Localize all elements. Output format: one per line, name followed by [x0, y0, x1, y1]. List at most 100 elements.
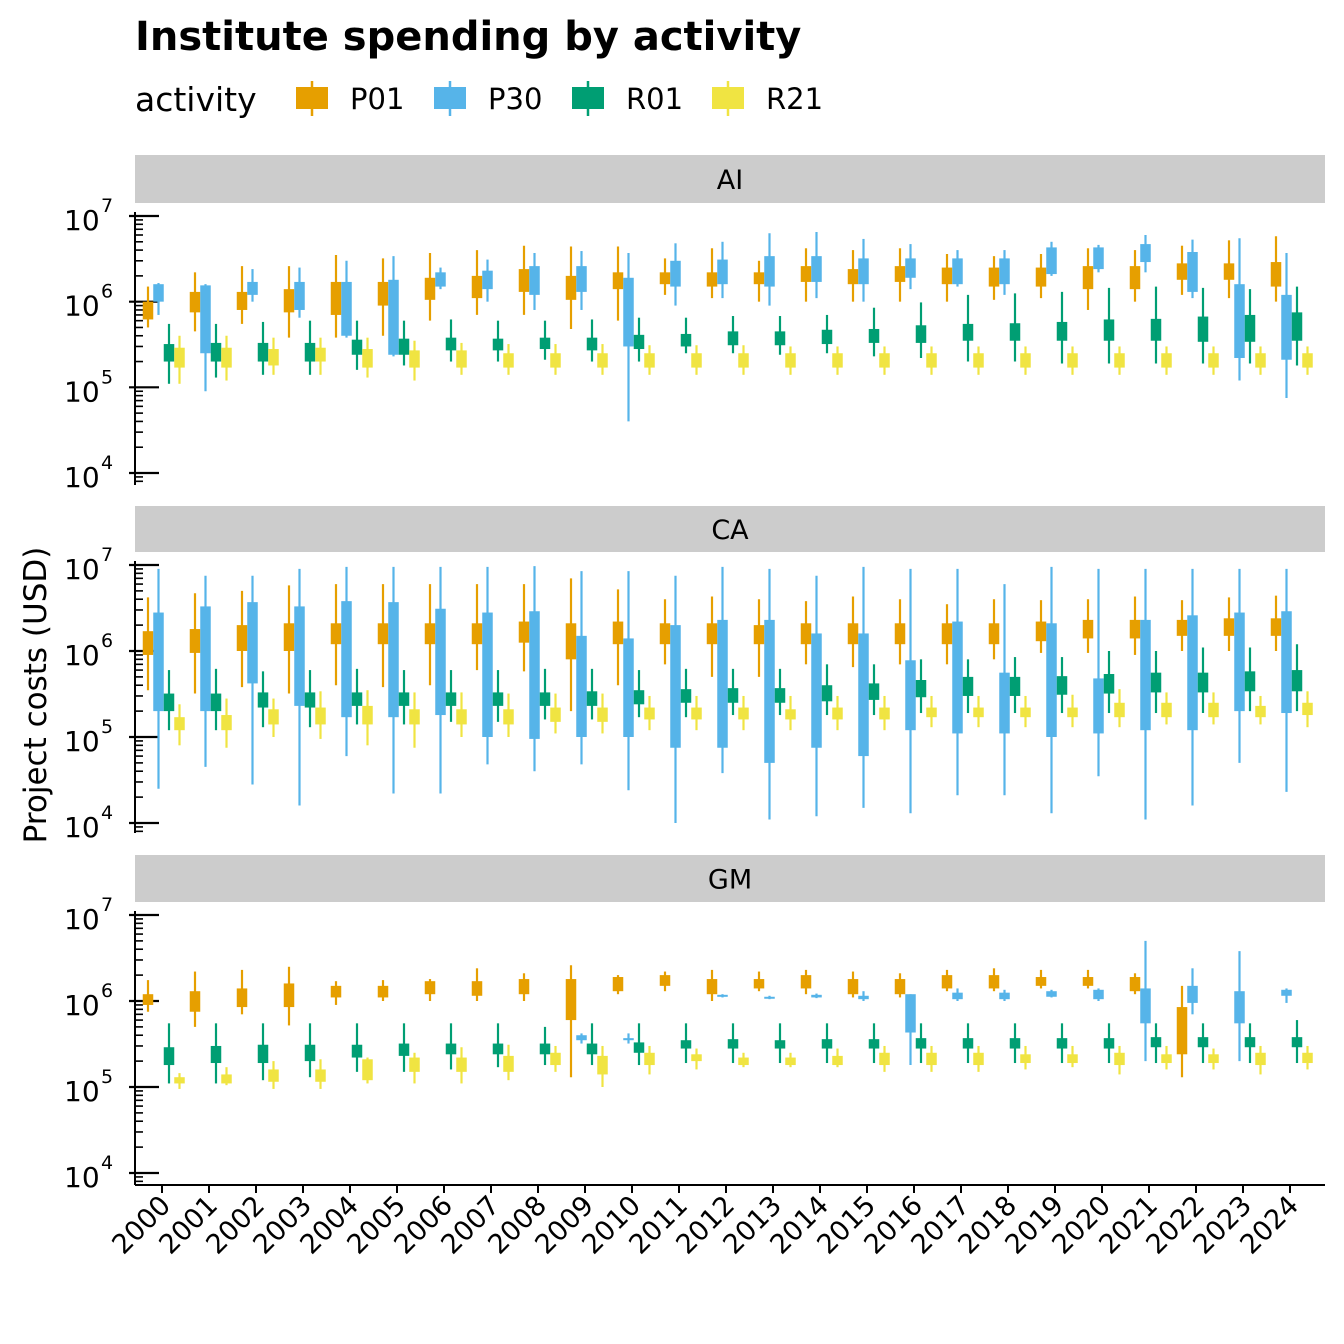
box-iqr — [351, 339, 363, 355]
box-iqr — [1302, 353, 1313, 368]
box-iqr — [727, 1039, 739, 1049]
box-iqr — [1046, 623, 1057, 737]
box-iqr — [492, 338, 504, 351]
box-iqr — [398, 692, 410, 706]
box-iqr — [247, 281, 258, 295]
box-iqr — [1009, 323, 1021, 341]
y-tick-label-exponent: 6 — [101, 980, 113, 1002]
box-iqr — [142, 994, 154, 1005]
box-iqr — [952, 258, 963, 285]
box-iqr — [1281, 989, 1292, 996]
box-iqr — [1056, 676, 1068, 695]
box-iqr — [905, 258, 916, 278]
y-tick-label: 10 — [64, 639, 100, 672]
box-iqr — [529, 266, 540, 295]
box-iqr — [926, 707, 937, 718]
box-iqr — [1244, 671, 1256, 692]
box-iqr — [1281, 294, 1292, 360]
y-tick-label: 10 — [64, 811, 100, 844]
box-iqr — [753, 625, 765, 645]
box-iqr — [894, 623, 906, 645]
box-iqr — [1035, 977, 1047, 986]
box-iqr — [1223, 263, 1235, 280]
box-iqr — [221, 1074, 232, 1084]
box-iqr — [1291, 670, 1303, 692]
legend-label: R21 — [766, 82, 823, 116]
box-iqr — [576, 635, 587, 737]
box-iqr — [847, 979, 859, 995]
box-iqr — [738, 1057, 749, 1066]
y-tick-label: 10 — [64, 553, 100, 586]
box-iqr — [189, 291, 201, 313]
box-iqr — [174, 1077, 185, 1084]
box-iqr — [456, 709, 467, 725]
y-tick-label-exponent: 5 — [101, 366, 113, 388]
legend: activity P01 P30 R01 R21 — [135, 80, 823, 119]
box-iqr — [800, 266, 812, 282]
box-iqr — [706, 272, 718, 287]
box-iqr — [341, 601, 352, 718]
box-iqr — [1046, 991, 1057, 997]
box-iqr — [304, 692, 316, 708]
box-iqr — [717, 619, 728, 748]
box-iqr — [550, 353, 561, 368]
box-iqr — [1302, 1052, 1313, 1064]
box-iqr — [304, 342, 316, 362]
box-iqr — [800, 623, 812, 645]
box-iqr — [1140, 619, 1151, 731]
box-iqr — [962, 676, 974, 696]
box-iqr — [727, 688, 739, 703]
y-tick-label-exponent: 4 — [101, 802, 113, 824]
box-iqr — [962, 323, 974, 341]
box-iqr — [1197, 672, 1209, 693]
box-iqr — [236, 988, 248, 1008]
box-iqr — [435, 272, 446, 287]
box-iqr — [424, 277, 436, 300]
box-iqr — [1020, 353, 1031, 368]
box-iqr — [294, 281, 305, 310]
box-iqr — [941, 267, 953, 285]
box-iqr — [774, 331, 786, 346]
box-iqr — [1281, 611, 1292, 714]
chart-title: Institute spending by activity — [135, 14, 801, 60]
y-tick-label: 10 — [64, 1075, 100, 1108]
box-iqr — [785, 709, 796, 720]
box-iqr — [706, 979, 718, 995]
box-iqr — [1093, 247, 1104, 270]
y-tick-label-exponent: 7 — [101, 894, 113, 916]
box-iqr — [257, 692, 269, 708]
box-iqr — [1067, 353, 1078, 368]
box-iqr — [811, 256, 822, 282]
box-iqr — [247, 602, 258, 684]
box-iqr — [644, 1052, 655, 1066]
box-iqr — [1129, 977, 1141, 992]
box-iqr — [1187, 985, 1198, 1003]
y-tick-label-exponent: 7 — [101, 195, 113, 217]
box-iqr — [471, 981, 483, 996]
box-iqr — [445, 692, 457, 706]
x-axis: 2000200120022003200420052006200720082009… — [106, 1184, 1325, 1261]
box-iqr — [623, 1038, 634, 1041]
box-iqr — [315, 1069, 326, 1082]
box-iqr — [210, 1045, 222, 1064]
box-iqr — [529, 611, 540, 739]
box-iqr — [612, 272, 624, 290]
box-iqr — [680, 333, 692, 347]
box-iqr — [174, 347, 185, 368]
box-iqr — [1009, 1038, 1021, 1049]
box-iqr — [941, 975, 953, 989]
box-iqr — [680, 689, 692, 703]
box-iqr — [539, 337, 551, 350]
box-iqr — [691, 1054, 702, 1062]
box-iqr — [471, 623, 483, 645]
box-iqr — [315, 347, 326, 362]
legend-title: activity — [135, 80, 257, 119]
box-iqr — [659, 272, 671, 285]
facet-strip — [135, 506, 1325, 552]
box-iqr — [691, 707, 702, 720]
box-iqr — [471, 275, 483, 299]
box-iqr — [612, 621, 624, 645]
box-iqr — [1150, 672, 1162, 693]
